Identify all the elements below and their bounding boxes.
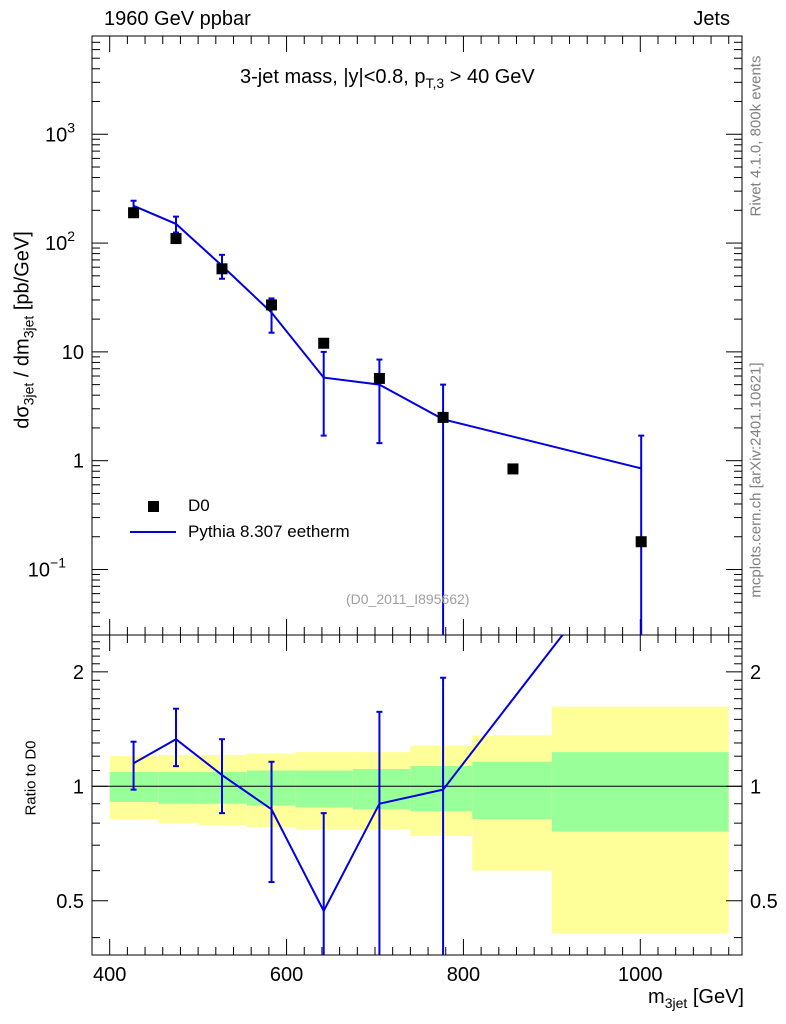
title-sub: T,3: [425, 75, 445, 91]
data-point: [216, 263, 228, 275]
x-tick-label-0: 400: [93, 964, 126, 986]
data-point: [437, 411, 449, 423]
stat-uncertainty-band-1: [158, 772, 199, 804]
ratio-line: [133, 634, 564, 914]
ratio-y-tick-label-0: 0.5: [56, 891, 84, 913]
title-main: 3-jet mass, |y|<0.8, p: [240, 66, 426, 88]
mc-line: [133, 204, 642, 470]
main-y-tick-label-1: 1: [73, 451, 84, 473]
x-tick-label-3: 1000: [618, 964, 663, 986]
ratio-plot-series: [130, 634, 564, 955]
stat-uncertainty-band-7: [472, 761, 552, 820]
chart-title: 3-jet mass, |y|<0.8, pT,3 > 40 GeV: [240, 66, 535, 91]
x-axis-label: m3jet [GeV]: [648, 986, 744, 1011]
beam-energy-label: 1960 GeV ppbar: [104, 8, 251, 30]
main-plot-series: [128, 199, 647, 635]
ratio-y-tick-label-right-2: 2: [750, 662, 761, 684]
data-point: [318, 337, 330, 349]
main-y-tick-label-4: 103: [45, 119, 75, 146]
data-point: [373, 372, 385, 384]
analysis-id: (D0_2011_I895662): [346, 591, 470, 607]
y-main: dσ: [11, 405, 34, 429]
x-main: m: [648, 986, 665, 1008]
stat-uncertainty-band-6: [410, 766, 473, 812]
x-tick-label-1: 600: [270, 964, 303, 986]
ratio-uncertainty-bands: [109, 706, 729, 934]
data-point: [507, 463, 519, 475]
x-tick-label-2: 800: [447, 964, 480, 986]
stat-uncertainty-band-8: [551, 752, 729, 832]
ratio-axis-label: Ratio to D0: [22, 740, 40, 816]
y-sub1: 3jet: [20, 382, 37, 406]
title-tail: > 40 GeV: [444, 66, 535, 88]
y-mid: / dm: [11, 338, 34, 383]
legend-markers: [130, 501, 176, 533]
stat-uncertainty-band-4: [295, 770, 353, 808]
y-axis-label: dσ3jet / dm3jet [pb/GeV]: [12, 231, 37, 429]
mcplots-label: mcplots.cern.ch [arXiv:2401.10621]: [747, 362, 765, 598]
ratio-plot-frame: [91, 634, 743, 956]
ratio-y-tick-label-2: 2: [73, 662, 84, 684]
data-point: [128, 207, 140, 219]
ratio-y-tick-label-right-1: 1: [750, 776, 761, 798]
y-tail: [pb/GeV]: [11, 231, 34, 316]
y-sub2: 3jet: [20, 315, 37, 339]
main-y-tick-label-0: 10−1: [28, 554, 66, 581]
legend-marker-data: [148, 501, 159, 512]
analysis-group-label: Jets: [693, 8, 730, 30]
ratio-y-tick-label-right-0: 0.5: [750, 891, 778, 913]
data-point: [170, 233, 182, 245]
main-plot-axes: 10−1 1 10 102 103: [28, 35, 743, 636]
ratio-plot-axes: 400 600 800 1000 0.5 0.5 1 1 2 2: [56, 634, 778, 986]
x-tail: [GeV]: [687, 986, 744, 1008]
data-point: [266, 299, 278, 311]
data-point: [635, 536, 647, 548]
ratio-y-tick-label-1: 1: [73, 776, 84, 798]
main-y-tick-label-2: 10: [62, 342, 84, 364]
legend-label-mc: Pythia 8.307 eetherm: [188, 522, 350, 541]
legend-label-data: D0: [188, 496, 210, 515]
x-sub: 3jet: [664, 995, 688, 1011]
rivet-version-label: Rivet 4.1.0, 800k events: [747, 55, 765, 217]
main-y-tick-label-3: 102: [45, 228, 75, 255]
